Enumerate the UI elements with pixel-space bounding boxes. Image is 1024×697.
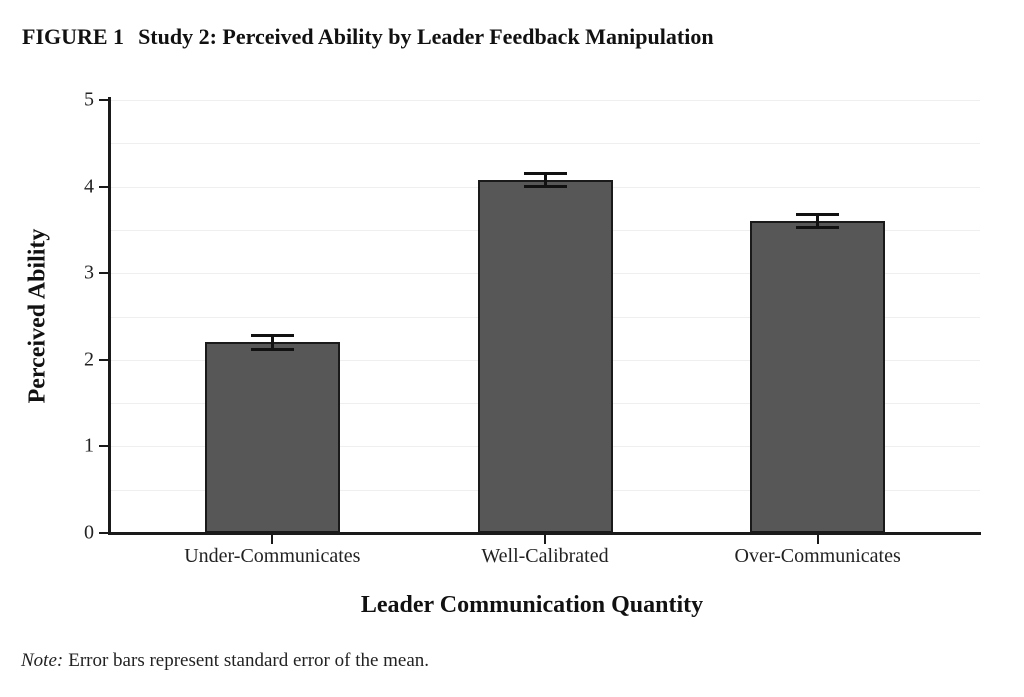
x-tick-mark [816, 535, 819, 544]
error-bar-top-cap-well-calibrated [523, 171, 567, 175]
error-bar-line-over-communicates [816, 214, 820, 229]
gridline [110, 100, 980, 101]
error-bar-bottom-cap-under-communicates [250, 348, 294, 352]
error-bar-top-cap-under-communicates [250, 333, 294, 337]
y-tick-label: 1 [84, 434, 94, 457]
y-tick-mark [99, 358, 108, 361]
y-tick-label: 0 [84, 521, 94, 544]
figure-title: FIGURE 1 Study 2: Perceived Ability by Le… [22, 24, 714, 50]
error-bar-bottom-cap-well-calibrated [523, 184, 567, 188]
y-tick-mark [99, 185, 108, 188]
y-tick-label: 2 [84, 348, 94, 371]
y-axis-title: Perceived Ability [24, 228, 51, 404]
y-tick-label: 5 [84, 88, 94, 111]
error-bar-line-under-communicates [270, 334, 274, 351]
note-label: Note: [21, 650, 64, 671]
x-tick-label-under-communicates: Under-Communicates [184, 545, 361, 567]
y-tick-mark [99, 99, 108, 101]
bar-well-calibrated [477, 179, 613, 533]
error-bar-line-well-calibrated [543, 172, 547, 187]
bar-over-communicates [750, 221, 886, 533]
y-axis-line [108, 97, 111, 535]
gridline [110, 143, 980, 145]
x-axis-title: Leader Communication Quantity [360, 592, 704, 618]
x-tick-mark [271, 535, 274, 544]
error-bar-top-cap-over-communicates [796, 213, 840, 217]
y-tick-mark [99, 272, 108, 275]
bar-under-communicates [204, 342, 340, 533]
note-text: Error bars represent standard error of t… [68, 650, 430, 671]
y-tick-label: 3 [84, 261, 94, 284]
x-axis-line [108, 532, 981, 535]
error-bar-bottom-cap-over-communicates [796, 226, 840, 230]
y-tick-mark [99, 532, 108, 534]
x-tick-label-over-communicates: Over-Communicates [734, 545, 901, 567]
figure-note: Note: Error bars represent standard error… [21, 650, 429, 672]
x-tick-mark [544, 535, 546, 544]
figure-caption: Study 2: Perceived Ability by Leader Fee… [138, 24, 714, 49]
y-tick-label: 4 [84, 175, 94, 198]
x-tick-label-well-calibrated: Well-Calibrated [481, 545, 609, 567]
y-tick-mark [99, 445, 108, 448]
figure-number-label: FIGURE 1 [22, 24, 125, 49]
